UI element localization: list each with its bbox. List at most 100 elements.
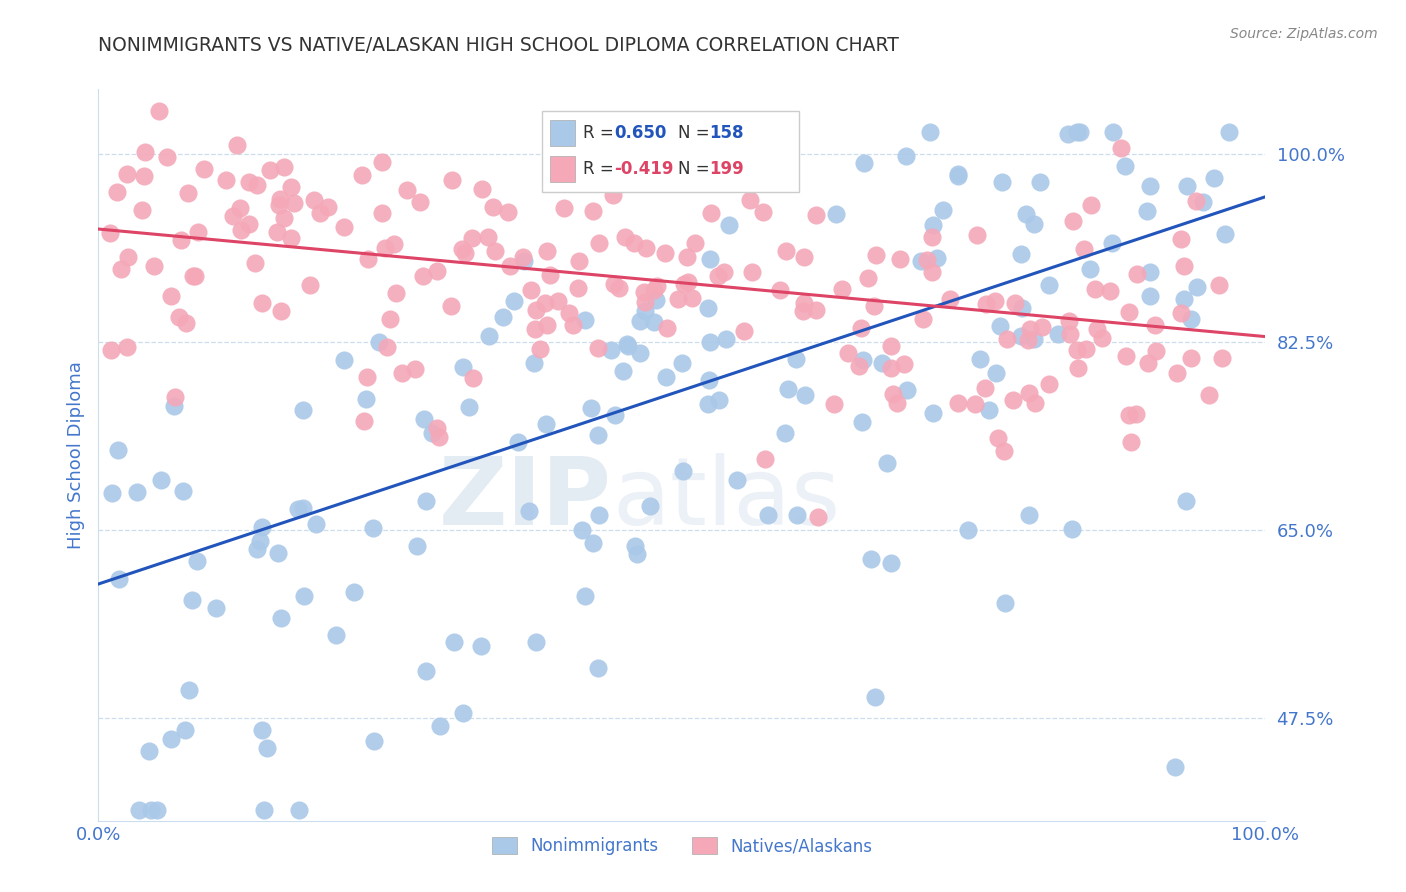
Point: [1111, 141, 1133, 155]
Point: [1185, 194, 1208, 208]
Point: [948, 169, 970, 183]
Point: [988, 319, 1011, 334]
Point: [332, 219, 354, 234]
Point: [443, 635, 465, 649]
Point: [350, 168, 373, 182]
Point: [288, 803, 311, 817]
Point: [440, 299, 463, 313]
Point: [700, 206, 723, 220]
Point: [889, 252, 911, 266]
Point: [139, 803, 162, 817]
Point: [404, 362, 426, 376]
Point: [1019, 321, 1042, 335]
Point: [634, 304, 657, 318]
Point: [837, 346, 859, 360]
Point: [1208, 277, 1230, 292]
Point: [865, 248, 887, 262]
Point: [249, 533, 271, 548]
Point: [100, 343, 122, 357]
Point: [1018, 508, 1040, 522]
Point: [1066, 343, 1088, 357]
Point: [204, 600, 226, 615]
Point: [246, 541, 269, 556]
Point: [638, 500, 661, 514]
Point: [325, 628, 347, 642]
Point: [169, 310, 191, 325]
Point: [1125, 407, 1147, 421]
Point: [1198, 388, 1220, 402]
Point: [973, 381, 995, 395]
Point: [148, 103, 170, 118]
Point: [1136, 204, 1159, 219]
Point: [976, 297, 998, 311]
Point: [426, 421, 449, 435]
Point: [1170, 306, 1192, 320]
Point: [117, 340, 139, 354]
Point: [1062, 214, 1084, 228]
Point: [259, 162, 281, 177]
Point: [623, 235, 645, 250]
Point: [463, 371, 485, 385]
Point: [426, 263, 449, 277]
Point: [718, 218, 741, 232]
Point: [252, 723, 274, 738]
Point: [946, 396, 969, 410]
Point: [725, 473, 748, 487]
Point: [283, 195, 305, 210]
Point: [957, 523, 980, 537]
Point: [98, 226, 121, 240]
Point: [451, 242, 474, 256]
Point: [676, 250, 699, 264]
Point: [571, 523, 593, 537]
Point: [733, 324, 755, 338]
Point: [267, 546, 290, 560]
Point: [477, 230, 499, 244]
Point: [547, 294, 569, 309]
Point: [1180, 351, 1202, 365]
Point: [969, 352, 991, 367]
Point: [1202, 171, 1225, 186]
Legend: Nonimmigrants, Natives/Alaskans: Nonimmigrants, Natives/Alaskans: [484, 829, 880, 863]
Point: [1137, 356, 1160, 370]
Point: [893, 357, 915, 371]
Point: [529, 342, 551, 356]
Point: [1143, 318, 1166, 333]
Point: [553, 201, 575, 215]
Point: [659, 162, 682, 177]
Point: [461, 231, 484, 245]
Point: [1017, 333, 1039, 347]
Point: [131, 203, 153, 218]
Point: [174, 316, 197, 330]
Point: [586, 428, 609, 442]
Text: atlas: atlas: [612, 453, 841, 545]
Point: [177, 186, 200, 201]
Point: [773, 425, 796, 440]
Point: [616, 336, 638, 351]
Point: [852, 156, 875, 170]
Point: [917, 253, 939, 268]
Point: [1057, 127, 1080, 141]
Point: [266, 225, 288, 239]
Point: [824, 207, 846, 221]
Point: [927, 251, 949, 265]
Point: [1118, 305, 1140, 319]
Point: [484, 244, 506, 259]
Point: [333, 352, 356, 367]
Point: [415, 493, 437, 508]
Point: [911, 311, 934, 326]
Point: [880, 339, 903, 353]
Point: [1073, 242, 1095, 256]
Point: [1066, 125, 1088, 139]
Point: [508, 434, 530, 449]
Point: [617, 339, 640, 353]
Point: [128, 803, 150, 817]
Point: [134, 145, 156, 159]
Point: [273, 211, 295, 225]
Point: [654, 369, 676, 384]
Point: [1014, 207, 1036, 221]
Point: [520, 283, 543, 297]
Point: [246, 178, 269, 193]
Point: [415, 664, 437, 678]
Point: [179, 682, 201, 697]
Point: [309, 206, 332, 220]
